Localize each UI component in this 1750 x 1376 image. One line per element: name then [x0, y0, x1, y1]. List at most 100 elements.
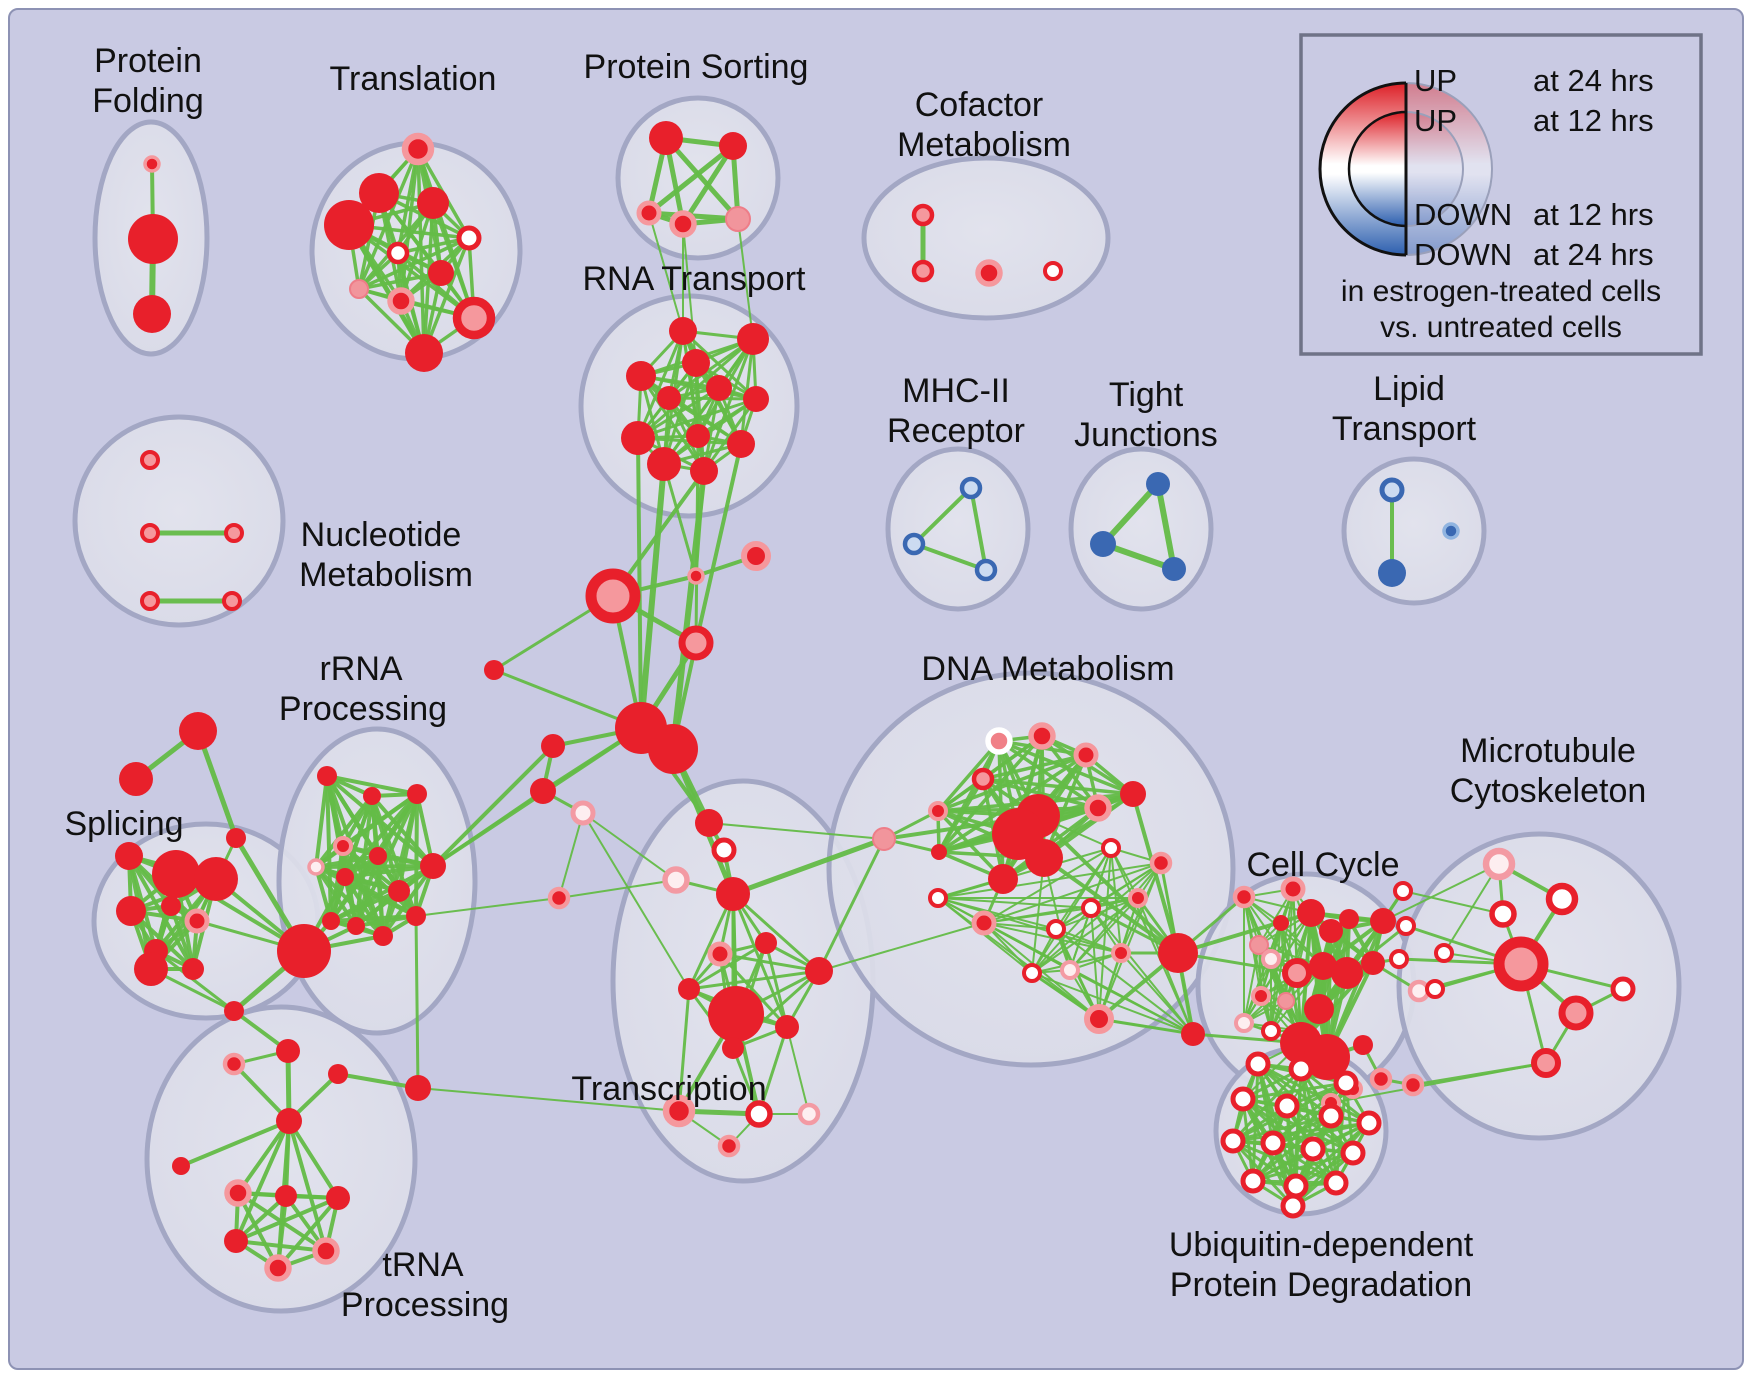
gene-node-tn6 — [312, 1237, 340, 1265]
gene-node-lp1 — [1379, 477, 1405, 503]
gene-node-sp3 — [226, 828, 246, 848]
interaction-edge — [347, 223, 476, 320]
gene-node-d3 — [1073, 742, 1099, 768]
legend-caption-line2: vs. untreated cells — [1380, 311, 1622, 344]
cluster-label: Ubiquitin-dependent — [1169, 1226, 1474, 1264]
cluster-label: Processing — [341, 1286, 509, 1324]
cluster-label: DNA Metabolism — [921, 650, 1174, 688]
gene-node-cc23 — [1353, 1035, 1373, 1055]
gene-node-cf3 — [975, 259, 1003, 287]
legend-dir-down24: DOWN — [1414, 237, 1512, 272]
interaction-edge — [1231, 1121, 1371, 1143]
gene-node-rt8 — [621, 421, 655, 455]
interaction-edge — [236, 1119, 291, 1195]
interaction-edge — [1042, 856, 1180, 955]
interaction-edge — [415, 897, 560, 917]
gene-node-sp2 — [119, 762, 153, 796]
gene-node-r7 — [369, 847, 387, 865]
interaction-edge — [1270, 922, 1282, 1032]
gene-node-cc3 — [1249, 935, 1269, 955]
interaction-edge — [1294, 1121, 1371, 1188]
interaction-edge — [431, 744, 555, 868]
interaction-edge — [329, 889, 401, 923]
cluster-ellipse-microtubule-cytoskeleton — [1396, 831, 1682, 1141]
legend-dir-down12: DOWN — [1414, 197, 1512, 232]
gene-node-d2 — [1028, 722, 1056, 750]
cluster-label: MHC-II — [902, 372, 1010, 410]
interaction-edge — [1231, 1114, 1333, 1143]
interaction-edge — [981, 777, 1100, 810]
gene-node-sp8 — [116, 896, 146, 926]
gene-node-d1 — [985, 727, 1013, 755]
gene-node-r12 — [373, 926, 393, 946]
cluster-label: Folding — [92, 82, 204, 120]
gene-node-tr9 — [708, 986, 764, 1042]
gene-node-rt6 — [657, 386, 681, 410]
interaction-edge — [414, 914, 420, 1090]
interaction-edge — [694, 442, 743, 645]
interaction-edge — [1098, 862, 1162, 1020]
gene-node-tr10 — [775, 1015, 799, 1039]
interaction-edge — [1031, 972, 1194, 1035]
gene-node-u6 — [1318, 1103, 1344, 1129]
interaction-edge — [1155, 481, 1177, 572]
gene-node-r8 — [420, 853, 446, 879]
cluster-ellipse-cofactor-metabolism — [861, 155, 1111, 321]
interaction-edge — [1402, 890, 1504, 915]
gene-node-tn3 — [326, 1186, 350, 1210]
interaction-edge — [127, 854, 195, 971]
interaction-edge — [314, 865, 333, 923]
legend-dir-up12: UP — [1414, 103, 1457, 138]
gene-node-u10 — [1300, 1136, 1326, 1162]
cluster-ellipse-mhc-ii-receptor — [885, 446, 1031, 612]
gene-node-n1 — [140, 450, 160, 470]
cluster-label: Cytoskeleton — [1450, 772, 1647, 810]
interaction-edge — [1251, 1151, 1355, 1183]
gene-node-b2 — [1396, 916, 1416, 936]
interaction-edge — [1069, 969, 1194, 1035]
gene-node-d9 — [1084, 794, 1112, 822]
gene-node-cc9 — [1261, 949, 1281, 969]
interaction-edge — [937, 897, 1122, 954]
interaction-edge — [1097, 1017, 1195, 1036]
gene-node-tn4 — [224, 1229, 248, 1253]
interaction-edge — [287, 1119, 328, 1253]
legend-time-up12: at 12 hrs — [1533, 103, 1654, 138]
interaction-edge — [663, 135, 741, 222]
interaction-edge — [687, 941, 768, 991]
gene-node-cc22 — [1304, 1034, 1350, 1080]
gene-node-c2 — [585, 568, 641, 624]
gene-node-t2 — [359, 173, 399, 213]
gene-node-cc4 — [1273, 915, 1289, 931]
interaction-edge — [983, 847, 1112, 924]
interaction-edge — [314, 794, 374, 869]
gene-node-tn5 — [264, 1254, 292, 1282]
gene-node-tj3 — [1162, 557, 1186, 581]
cluster-label: Tight — [1109, 376, 1184, 414]
gene-node-u9 — [1260, 1130, 1286, 1156]
interaction-edge — [646, 143, 736, 216]
interaction-edge — [636, 436, 643, 730]
cluster-ellipse-trna-processing — [144, 1004, 418, 1314]
gene-node-d5 — [928, 801, 948, 821]
gene-node-ps2 — [719, 132, 747, 160]
gene-node-t11 — [405, 334, 443, 372]
interaction-edge — [1090, 907, 1194, 1035]
cluster-label: RNA Transport — [583, 260, 807, 298]
interaction-edge — [179, 1119, 291, 1168]
gene-node-u11 — [1340, 1140, 1366, 1166]
gene-node-lp2 — [1378, 559, 1406, 587]
interaction-edge — [670, 468, 707, 752]
interaction-edge — [737, 218, 754, 340]
gene-node-t3 — [417, 187, 449, 219]
gene-node-mt1 — [1482, 847, 1516, 881]
cluster-ellipse-lipid-transport — [1341, 456, 1487, 606]
gene-node-rt3 — [626, 361, 656, 391]
gene-node-r1 — [317, 766, 337, 786]
gene-node-r13 — [406, 906, 426, 926]
gene-node-cc19 — [1304, 994, 1334, 1024]
cluster-label: Protein Sorting — [584, 48, 809, 86]
gene-node-tr1 — [695, 809, 723, 837]
gene-node-d22 — [1022, 963, 1042, 983]
